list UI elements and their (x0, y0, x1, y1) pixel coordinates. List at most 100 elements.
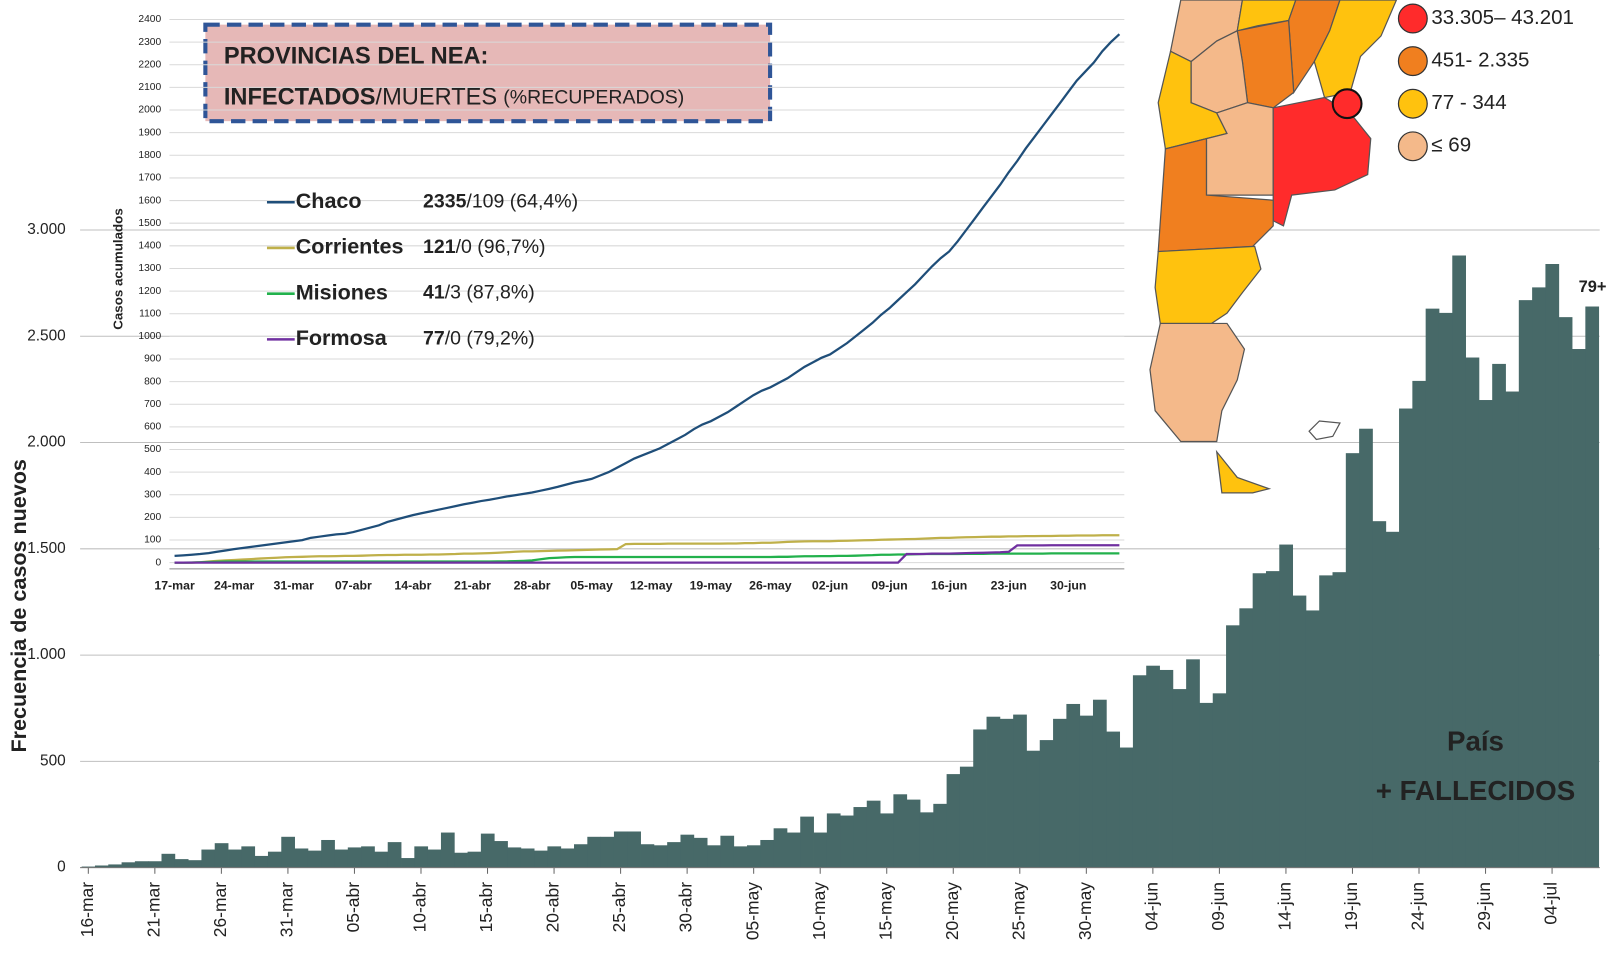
bar (1079, 715, 1094, 868)
bar (254, 855, 269, 868)
map (1149, 0, 1398, 494)
bar (560, 848, 575, 868)
title-line: INFECTADOS/MUERTES (%RECUPERADOS) (224, 85, 684, 111)
summary-bold: 121 (423, 236, 456, 258)
bar (826, 813, 841, 868)
bar (933, 803, 948, 868)
bar (1465, 357, 1480, 868)
bar (1492, 363, 1506, 868)
x-tick-label: 09-jun (1208, 882, 1228, 930)
x-tick-label: 23-jun (991, 579, 1027, 593)
map-legend-swatch (1397, 88, 1428, 119)
summary-rest: /109 (64,4%) (466, 190, 578, 212)
y-tick-label: 300 (144, 489, 161, 500)
bar (1172, 689, 1187, 868)
bar (1092, 699, 1107, 868)
title-part: INFECTADOS (224, 85, 376, 111)
x-tick-label: 24-jun (1408, 882, 1428, 930)
bar (1532, 287, 1546, 868)
y-tick-label: 100 (144, 535, 161, 546)
map-legend-label: 451- 2.335 (1431, 49, 1529, 72)
y-tick-label: 2200 (138, 59, 161, 70)
x-tick-label: 31-mar (274, 579, 315, 593)
bar (986, 716, 1001, 868)
bar (1478, 400, 1493, 868)
bar (574, 844, 588, 868)
bar (1252, 573, 1267, 868)
x-tick-label: 26-may (749, 579, 792, 593)
x-tick-label: 14-jun (1275, 882, 1295, 930)
y-tick-label: 1300 (138, 263, 161, 274)
bar (840, 815, 854, 868)
bar (893, 794, 908, 868)
y-tick-label: 1200 (138, 286, 161, 297)
bar (1438, 312, 1453, 868)
map-region (1308, 420, 1341, 441)
map-region (1154, 245, 1262, 325)
x-tick-label: 30-may (1075, 882, 1095, 940)
y-tick-label: 900 (144, 354, 161, 365)
bar (440, 832, 455, 868)
legend-label: Chaco (296, 188, 362, 213)
bar (334, 849, 349, 868)
bar (999, 718, 1014, 868)
x-tick-label: 05-may (570, 579, 613, 593)
x-tick-label: 29-jun (1474, 882, 1494, 930)
x-tick-label: 16-jun (931, 579, 967, 593)
bar (1013, 714, 1027, 868)
summary-bold: 77 (423, 328, 445, 350)
y-axis-title: Frecuencia de casos nuevos (6, 459, 31, 752)
summary-rest: /3 (87,8%) (445, 282, 535, 304)
bar (1212, 693, 1227, 868)
y-tick-label: 200 (144, 512, 161, 523)
x-tick-label: 05-may (742, 882, 762, 940)
bar (1399, 408, 1413, 868)
bar (640, 844, 655, 868)
annotation: 79+ (1579, 278, 1607, 296)
summary-rest: /0 (79,2%) (445, 328, 535, 350)
bar (1159, 669, 1174, 868)
legend-summary: 77/0 (79,2%) (423, 328, 535, 350)
bar (946, 774, 961, 868)
title-part: /MUERTES (376, 85, 498, 111)
inset-y-axis-title: Casos acumulados (111, 208, 126, 329)
bar (294, 848, 309, 868)
title-box (203, 22, 773, 124)
y-tick-label: 3.000 (27, 221, 66, 238)
x-tick-label: 30-abr (676, 882, 696, 933)
summary-rest: /0 (96,7%) (456, 236, 546, 258)
bar (707, 845, 721, 868)
x-tick-label: 16-mar (77, 882, 97, 937)
bar (1132, 675, 1147, 868)
bar (1572, 349, 1586, 868)
bar (1199, 702, 1214, 868)
bar (1345, 453, 1360, 868)
map-legend-label: 77 - 344 (1431, 91, 1506, 114)
x-tick-label: 31-mar (277, 882, 297, 937)
bar (228, 849, 242, 868)
series-line (174, 544, 1120, 564)
bar (853, 807, 868, 868)
title-line: PROVINCIAS DEL NEA: (224, 44, 489, 70)
bar (467, 851, 482, 868)
y-tick-label: 1900 (138, 127, 161, 138)
bar (627, 831, 641, 868)
x-tick-label: 10-may (809, 882, 829, 940)
bar (534, 850, 548, 868)
map-region (1272, 96, 1372, 227)
x-tick-label: 09-jun (871, 579, 907, 593)
map-legend-swatch (1397, 131, 1428, 162)
legend-summary: 121/0 (96,7%) (423, 236, 546, 258)
bar (414, 846, 429, 868)
x-tick-label: 28-abr (514, 579, 551, 593)
bar (494, 841, 508, 868)
bar (919, 812, 934, 868)
legend-summary: 41/3 (87,8%) (423, 282, 535, 304)
bar (241, 846, 256, 868)
y-tick-label: 1400 (138, 241, 161, 252)
x-tick-label: 24-mar (214, 579, 255, 593)
x-tick-label: 30-jun (1050, 579, 1086, 593)
y-tick-label: 2300 (138, 37, 161, 48)
annotation: + FALLECIDOS (1376, 775, 1575, 806)
